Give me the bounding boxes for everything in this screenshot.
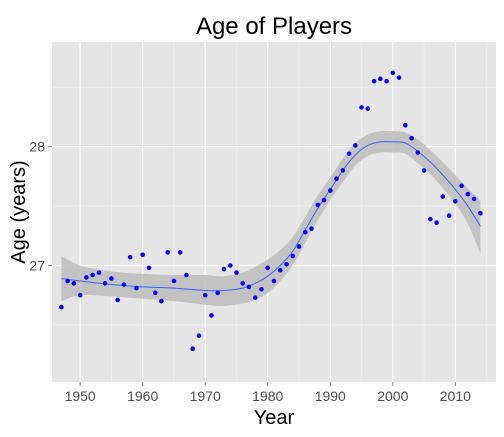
data-point <box>221 266 227 272</box>
data-point <box>396 75 402 80</box>
data-point <box>159 298 164 304</box>
data-point <box>246 284 252 290</box>
x-tick-label: 1990 <box>315 388 346 404</box>
data-point <box>96 270 102 275</box>
data-point <box>127 254 133 260</box>
data-point <box>478 210 483 216</box>
x-tick-label: 2010 <box>440 388 471 404</box>
data-point <box>90 272 95 278</box>
data-point <box>446 213 452 218</box>
chart-title: Age of Players <box>196 13 352 40</box>
data-point <box>215 290 221 296</box>
y-tick-label: 28 <box>29 139 45 155</box>
data-point <box>296 244 302 249</box>
plot-panel <box>52 42 496 382</box>
data-point <box>184 272 189 278</box>
data-point <box>346 151 352 157</box>
confidence-band <box>61 130 481 306</box>
data-point <box>459 183 464 189</box>
y-axis-label: Age (years) <box>8 160 30 263</box>
data-point <box>59 304 64 310</box>
data-point <box>240 281 246 286</box>
data-point <box>271 278 277 284</box>
data-point <box>409 135 414 141</box>
data-point <box>327 188 333 193</box>
data-point <box>321 197 327 203</box>
data-point <box>334 176 339 182</box>
data-point <box>453 199 458 204</box>
data-point <box>428 216 433 222</box>
data-point <box>115 297 120 303</box>
data-point <box>290 253 296 259</box>
data-point <box>284 262 289 267</box>
data-point <box>265 265 271 271</box>
data-point <box>440 194 446 199</box>
x-tick-label: 1970 <box>190 388 221 404</box>
x-axis-label: Year <box>254 407 295 429</box>
data-point <box>171 278 177 284</box>
data-point <box>277 267 283 273</box>
data-point <box>165 250 170 255</box>
data-point <box>359 105 364 110</box>
data-point <box>209 313 214 318</box>
data-point <box>146 265 152 271</box>
data-point <box>102 281 108 286</box>
data-point <box>340 168 346 173</box>
x-tick-label: 2000 <box>377 388 408 404</box>
data-point <box>371 78 377 84</box>
data-point <box>196 333 202 338</box>
data-point <box>65 278 70 284</box>
data-point <box>140 252 145 258</box>
data-point <box>378 76 383 82</box>
data-point <box>134 285 139 291</box>
data-point <box>434 220 439 225</box>
data-point <box>202 292 208 298</box>
x-tick-label: 1960 <box>127 388 158 404</box>
data-point <box>403 122 408 128</box>
y-tick-label: 27 <box>29 257 45 273</box>
data-point <box>71 281 77 286</box>
data-point <box>465 191 471 197</box>
data-point <box>302 229 308 235</box>
data-point <box>390 70 396 76</box>
points-layer <box>59 70 483 352</box>
data-point <box>384 78 389 84</box>
data-point <box>259 286 264 292</box>
data-point <box>121 282 127 287</box>
x-tick-label: 1950 <box>65 388 96 404</box>
data-point <box>109 276 114 281</box>
data-point <box>415 150 421 155</box>
data-point <box>84 275 89 280</box>
data-point <box>309 226 314 231</box>
data-point <box>177 250 183 255</box>
data-point <box>365 106 371 111</box>
data-point <box>352 143 358 148</box>
data-point <box>252 295 258 300</box>
data-point <box>190 346 196 352</box>
data-point <box>315 202 321 208</box>
data-point <box>471 196 477 202</box>
axis-ticks: 1950 1960 1970 1980 1990 2000 2010 27 28 <box>29 139 471 404</box>
data-point <box>227 263 233 268</box>
x-tick-label: 1980 <box>252 388 283 404</box>
data-point <box>421 168 427 173</box>
data-point <box>77 292 83 298</box>
smooth-line <box>61 141 481 292</box>
data-point <box>152 290 158 296</box>
data-point <box>234 270 239 275</box>
